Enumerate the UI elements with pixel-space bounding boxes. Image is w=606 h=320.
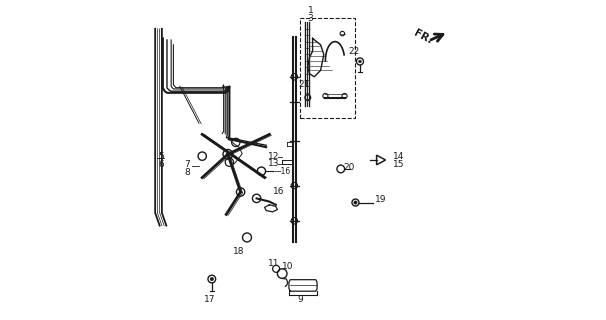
Text: 15: 15 [393, 160, 405, 169]
Text: —16: —16 [274, 167, 291, 176]
Bar [300, 18, 355, 118]
Text: 16: 16 [273, 187, 285, 196]
Text: 21: 21 [298, 80, 310, 89]
Text: 10: 10 [282, 262, 294, 271]
Text: 12: 12 [268, 152, 279, 161]
Circle shape [359, 60, 361, 63]
Text: 3: 3 [307, 14, 313, 23]
Text: 18: 18 [233, 247, 245, 256]
Text: 9: 9 [297, 295, 302, 304]
Text: 14: 14 [393, 152, 405, 161]
Text: 20: 20 [343, 163, 355, 172]
Text: 6: 6 [159, 160, 164, 169]
Text: 11: 11 [268, 259, 280, 268]
Text: 7: 7 [184, 160, 190, 169]
Text: 13: 13 [268, 159, 279, 168]
Text: 5: 5 [159, 152, 164, 161]
Text: 22: 22 [348, 47, 360, 56]
Circle shape [210, 277, 213, 281]
Text: 19: 19 [375, 195, 386, 204]
Text: 1: 1 [307, 6, 313, 15]
Circle shape [354, 201, 357, 204]
Text: 17: 17 [204, 295, 215, 304]
Text: FR.: FR. [412, 28, 434, 46]
Text: 8: 8 [184, 168, 190, 177]
